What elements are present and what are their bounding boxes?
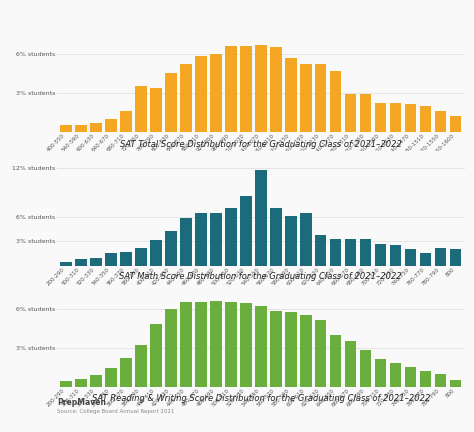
- Text: Source: College Board Annual Report 2021: Source: College Board Annual Report 2021: [57, 409, 174, 414]
- Bar: [150, 324, 162, 387]
- Bar: [270, 47, 282, 132]
- Bar: [390, 363, 401, 387]
- Bar: [419, 253, 431, 266]
- Text: PrepMaven: PrepMaven: [57, 398, 106, 407]
- Bar: [255, 170, 266, 266]
- Bar: [345, 239, 356, 266]
- Bar: [75, 259, 87, 266]
- Bar: [60, 262, 72, 266]
- Bar: [120, 111, 132, 132]
- Bar: [345, 341, 356, 387]
- Bar: [105, 368, 117, 387]
- Bar: [225, 209, 237, 266]
- Bar: [419, 106, 431, 132]
- Bar: [345, 94, 356, 132]
- Bar: [315, 320, 327, 387]
- Bar: [270, 209, 282, 266]
- Bar: [120, 358, 132, 387]
- Bar: [60, 125, 72, 132]
- Bar: [150, 240, 162, 266]
- Bar: [135, 86, 146, 132]
- Bar: [405, 367, 417, 387]
- Bar: [75, 379, 87, 387]
- Bar: [435, 248, 447, 266]
- Bar: [165, 231, 177, 266]
- Bar: [375, 359, 386, 387]
- Bar: [210, 54, 221, 132]
- Bar: [300, 315, 311, 387]
- Bar: [90, 123, 102, 132]
- Bar: [285, 57, 297, 132]
- Bar: [330, 334, 341, 387]
- Bar: [405, 105, 417, 132]
- Bar: [450, 116, 461, 132]
- Text: SAT Total Score Distribution for the Graduating Class of 2021–2022: SAT Total Score Distribution for the Gra…: [120, 140, 401, 149]
- Bar: [450, 249, 461, 266]
- Bar: [90, 257, 102, 266]
- Bar: [195, 302, 207, 387]
- Bar: [105, 119, 117, 132]
- Bar: [360, 94, 372, 132]
- Bar: [180, 64, 191, 132]
- Bar: [330, 239, 341, 266]
- Bar: [450, 380, 461, 387]
- Bar: [255, 306, 266, 387]
- Bar: [240, 196, 252, 266]
- Bar: [255, 44, 266, 132]
- Bar: [360, 239, 372, 266]
- Bar: [390, 245, 401, 266]
- Bar: [300, 64, 311, 132]
- Bar: [240, 303, 252, 387]
- Bar: [315, 235, 327, 266]
- Bar: [195, 56, 207, 132]
- Bar: [135, 248, 146, 266]
- Bar: [105, 254, 117, 266]
- Bar: [90, 375, 102, 387]
- Bar: [375, 103, 386, 132]
- Bar: [195, 213, 207, 266]
- Bar: [210, 213, 221, 266]
- Bar: [75, 125, 87, 132]
- Bar: [165, 308, 177, 387]
- Bar: [375, 244, 386, 266]
- Bar: [225, 302, 237, 387]
- Bar: [360, 350, 372, 387]
- Bar: [435, 374, 447, 387]
- Bar: [285, 216, 297, 266]
- Text: SAT Reading & Writing Score Distribution for the Graduating Class of 2021–2022: SAT Reading & Writing Score Distribution…: [91, 394, 430, 403]
- Bar: [150, 88, 162, 132]
- Bar: [210, 301, 221, 387]
- Bar: [330, 70, 341, 132]
- Bar: [285, 312, 297, 387]
- Bar: [300, 213, 311, 266]
- Bar: [240, 46, 252, 132]
- Bar: [180, 218, 191, 266]
- Bar: [165, 73, 177, 132]
- Bar: [390, 103, 401, 132]
- Bar: [135, 345, 146, 387]
- Bar: [225, 46, 237, 132]
- Bar: [180, 302, 191, 387]
- Bar: [60, 381, 72, 387]
- Bar: [315, 64, 327, 132]
- Text: SAT Math Score Distribution for the Graduating Class of 2021–2022: SAT Math Score Distribution for the Grad…: [119, 272, 402, 281]
- Bar: [419, 371, 431, 387]
- Bar: [120, 252, 132, 266]
- Bar: [435, 111, 447, 132]
- Bar: [405, 248, 417, 266]
- Bar: [270, 311, 282, 387]
